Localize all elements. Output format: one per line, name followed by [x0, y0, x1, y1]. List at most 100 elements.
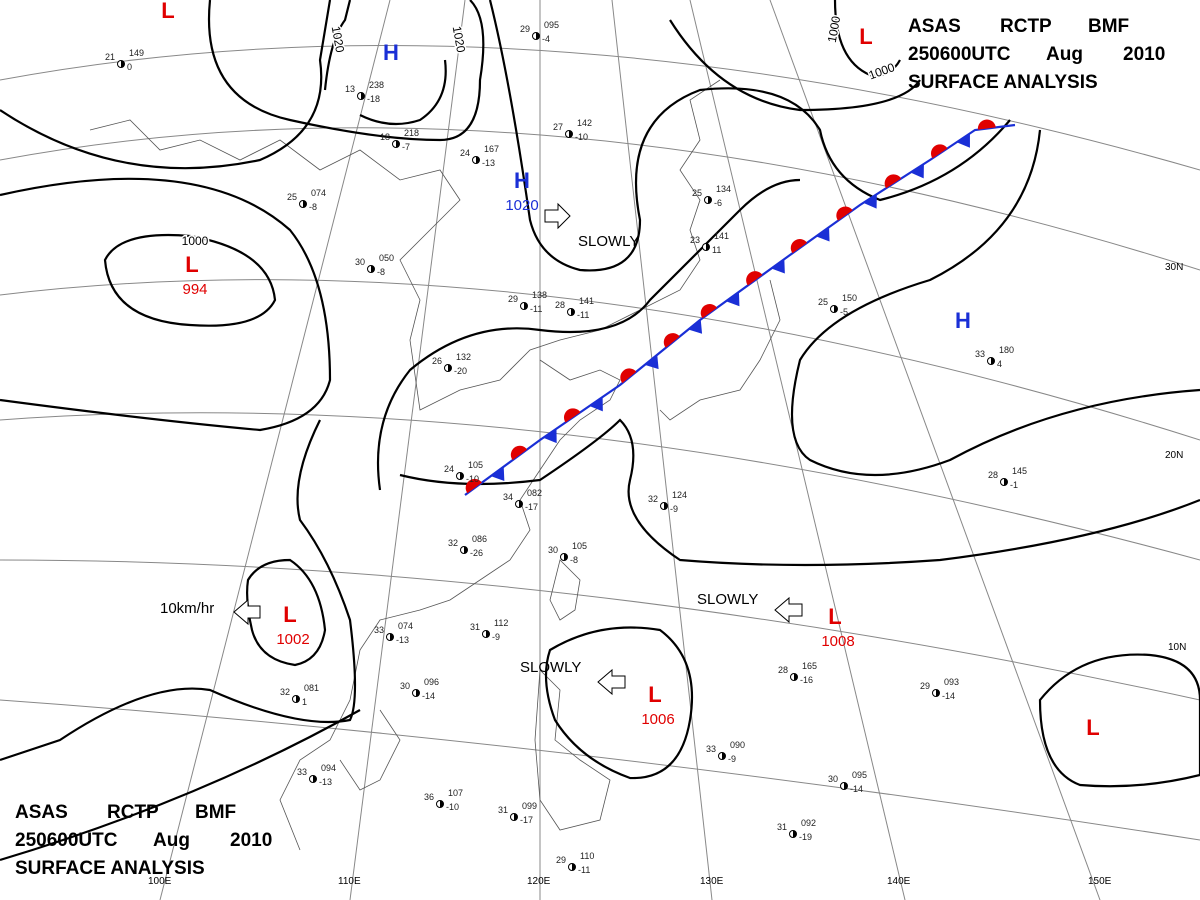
station-dew: -4 — [542, 34, 550, 44]
station-pressure: 095 — [852, 770, 867, 780]
station-fill — [296, 695, 300, 703]
station-pressure: 094 — [321, 763, 336, 773]
cold-front-symbol — [688, 319, 703, 334]
station-fill — [519, 500, 523, 508]
header-text: 250600UTC — [908, 44, 1011, 65]
station-pressure: 110 — [580, 851, 594, 861]
station-fill — [524, 302, 528, 310]
station-dew: -10 — [466, 474, 479, 484]
pressure-center: H — [383, 40, 399, 65]
station-temp: 32 — [448, 538, 458, 548]
pressure-center: H — [955, 308, 971, 333]
station-temp: 26 — [432, 356, 442, 366]
station-fill — [121, 60, 125, 68]
station-temp: 33 — [297, 767, 307, 777]
station-pressure: 093 — [944, 677, 959, 687]
station-temp: 29 — [508, 294, 518, 304]
station-pressure: 090 — [730, 740, 745, 750]
station-fill — [416, 689, 420, 697]
warm-front-symbol — [884, 174, 902, 189]
header-text: BMF — [1088, 16, 1129, 37]
station-dew: -13 — [396, 635, 409, 645]
isobar — [544, 626, 694, 780]
station-fill — [536, 32, 540, 40]
station-fill — [564, 553, 568, 561]
isobar — [0, 0, 332, 170]
labels: ASAS RCTP BMF 250600UTC Aug 2010 SURFACE ANALY… — [15, 0, 1186, 887]
isobar — [359, 59, 447, 126]
station-dew: -10 — [446, 802, 459, 812]
station-pressure: 096 — [424, 677, 439, 687]
station-pressure: 149 — [129, 48, 144, 58]
latitude-label: 20N — [1165, 450, 1183, 461]
central-pressure: 1006 — [641, 711, 674, 728]
coastline — [339, 709, 401, 791]
station-fill — [708, 196, 712, 204]
cold-front-symbol — [543, 428, 557, 444]
arrow — [544, 202, 571, 230]
warm-front-symbol — [836, 206, 853, 221]
station-dew: -11 — [577, 310, 589, 320]
cold-front-symbol — [725, 291, 740, 307]
station-fill — [1004, 478, 1008, 486]
station-pressure: 112 — [494, 618, 508, 628]
header-text: Aug — [153, 830, 190, 851]
warm-front-symbol — [620, 368, 637, 384]
station-pressure: 142 — [577, 118, 592, 128]
station-pressure: 099 — [522, 801, 537, 811]
motion-text: SLOWLY — [578, 233, 639, 250]
isobar — [0, 709, 361, 862]
warm-front-symbol — [977, 119, 996, 130]
station-dew: -9 — [670, 504, 678, 514]
header-text: RCTP — [1000, 16, 1052, 37]
warm-front-symbol — [563, 408, 581, 423]
station-dew: -14 — [942, 691, 955, 701]
station-dew: -26 — [470, 548, 483, 558]
station-temp: 25 — [692, 188, 702, 198]
warm-front-symbol — [790, 239, 808, 254]
longitude-label: 150E — [1088, 876, 1112, 887]
station-temp: 21 — [105, 52, 115, 62]
pressure-center: L — [648, 682, 661, 707]
station-dew: -14 — [422, 691, 435, 701]
station-pressure: 107 — [448, 788, 463, 798]
station-fill — [448, 364, 452, 372]
station-temp: 30 — [400, 681, 410, 691]
cold-front-symbol — [910, 163, 924, 179]
station-dew: -19 — [799, 832, 812, 842]
station-fill — [371, 265, 375, 273]
warm-front-symbol — [465, 478, 482, 494]
station-temp: 29 — [520, 24, 530, 34]
station-pressure: 081 — [304, 683, 319, 693]
station-fill — [476, 156, 480, 164]
station-dew: -5 — [840, 307, 848, 317]
isobar-label: 1020 — [450, 25, 468, 54]
station-temp: 31 — [498, 805, 508, 815]
longitude-label: 110E — [338, 876, 361, 887]
station-fill — [460, 472, 464, 480]
station-pressure: 167 — [484, 144, 499, 154]
meridian — [349, 0, 466, 900]
station-temp: 31 — [470, 622, 480, 632]
central-pressure: 994 — [182, 281, 207, 298]
isobar — [246, 558, 327, 667]
station-pressure: 105 — [572, 541, 587, 551]
station-dew: -16 — [800, 675, 813, 685]
station-pressure: 180 — [999, 345, 1014, 355]
station-dew: -8 — [377, 267, 385, 277]
isobar — [103, 233, 277, 327]
station-fill — [572, 863, 576, 871]
station-temp: 34 — [503, 492, 513, 502]
meridian — [611, 0, 713, 900]
header-text: 2010 — [230, 830, 272, 851]
station-fill — [464, 546, 468, 554]
station-fill — [514, 813, 518, 821]
station-fill — [571, 308, 575, 316]
arrow — [774, 596, 803, 624]
station-temp: 33 — [706, 744, 716, 754]
station-temp: 28 — [555, 300, 565, 310]
station-pressure: 145 — [1012, 466, 1027, 476]
station-pressure: 074 — [311, 188, 326, 198]
station-temp: 24 — [460, 148, 470, 158]
warm-front-symbol — [931, 144, 948, 159]
